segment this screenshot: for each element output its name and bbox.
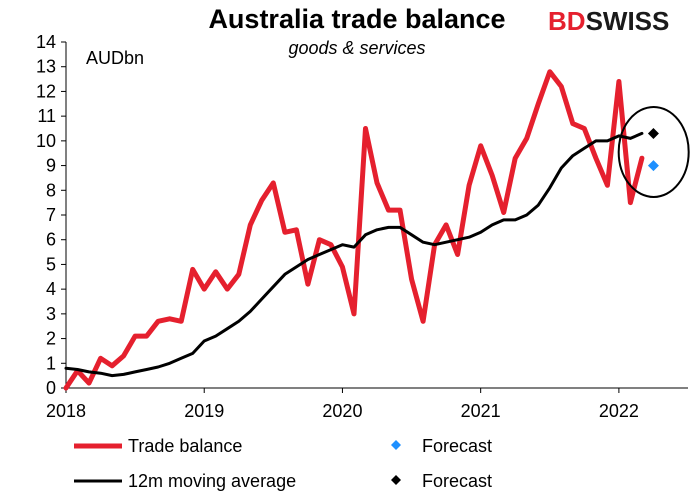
legend-label-forecast-black: Forecast	[422, 471, 492, 491]
y-tick-label: 4	[46, 279, 56, 299]
y-tick-label: 3	[46, 304, 56, 324]
y-tick-label: 6	[46, 230, 56, 250]
annotation	[617, 105, 690, 198]
legend-label-forecast-blue: Forecast	[422, 436, 492, 456]
y-tick-label: 7	[46, 205, 56, 225]
y-tick-label: 0	[46, 378, 56, 398]
y-tick-label: 12	[36, 81, 56, 101]
unit-label: AUDbn	[86, 48, 144, 68]
y-tick-label: 1	[46, 353, 56, 373]
annotation-ellipse	[617, 105, 690, 198]
chart-title: Australia trade balance	[208, 4, 505, 34]
x-tick-label: 2021	[461, 401, 501, 421]
y-tick-label: 5	[46, 254, 56, 274]
brand-logo-part-bd: BD	[548, 6, 586, 36]
moving-average-line	[64, 131, 644, 378]
chart-subtitle: goods & services	[288, 38, 425, 58]
series-lines	[63, 69, 645, 391]
y-tick-label: 8	[46, 180, 56, 200]
brand-logo-part-swiss: SWISS	[586, 6, 670, 36]
brand-logo: BDSWISS	[548, 6, 669, 36]
legend-label-trade-balance: Trade balance	[128, 436, 242, 456]
y-tick-label: 14	[36, 32, 56, 52]
axes	[65, 42, 688, 389]
legend-swatch-forecast-black	[391, 475, 401, 485]
legend: Trade balance 12m moving average Forecas…	[74, 436, 492, 491]
x-tick-label: 2019	[184, 401, 224, 421]
forecast-markers	[647, 127, 659, 172]
legend-swatch-forecast-blue	[391, 440, 401, 450]
x-tick-label: 2020	[322, 401, 362, 421]
y-tick-label: 2	[46, 329, 56, 349]
x-axis-ticks: 2018 2019 2020 2021 2022	[46, 388, 639, 421]
x-tick-label: 2022	[599, 401, 639, 421]
y-tick-label: 9	[46, 156, 56, 176]
x-tick-label: 2018	[46, 401, 86, 421]
forecast-marker-black	[647, 127, 659, 139]
legend-label-moving-average: 12m moving average	[128, 471, 296, 491]
forecast-marker-blue	[647, 160, 659, 172]
trade-balance-line	[63, 69, 645, 391]
y-tick-label: 11	[37, 106, 56, 126]
svg-text:BDSWISS: BDSWISS	[548, 6, 669, 36]
y-tick-label: 10	[36, 131, 56, 151]
y-tick-label: 13	[36, 57, 56, 77]
